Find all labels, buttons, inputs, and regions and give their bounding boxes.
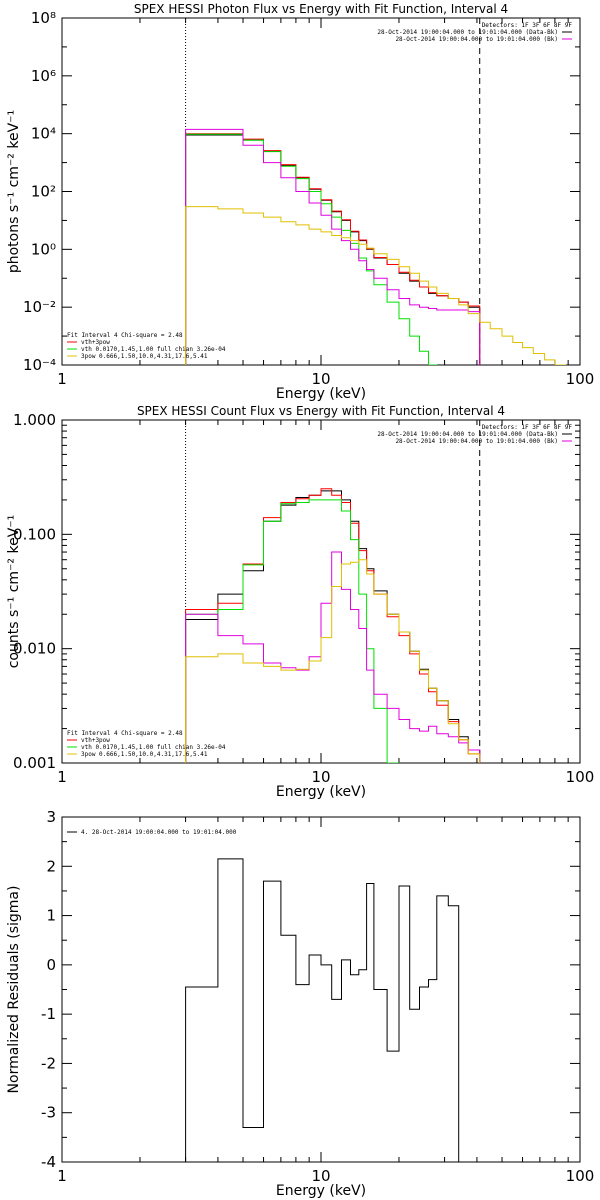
plot-frame <box>61 419 581 764</box>
y-tick-label: 10⁻² <box>23 298 56 316</box>
y-tick-label: 1 <box>46 907 56 925</box>
legend-entry-label: 28-Oct-2014 19:00:04.000 to 19:01:04.000… <box>377 431 558 438</box>
y-tick-label: 3 <box>46 808 56 826</box>
y-tick-label: -4 <box>41 1153 56 1171</box>
legend-entry-label: 28-Oct-2014 19:00:04.000 to 19:01:04.000… <box>395 438 558 445</box>
y-tick-label: 0.100 <box>13 525 56 543</box>
legend-entry-label: vth+3pow <box>81 339 110 346</box>
series-line <box>185 499 400 763</box>
chart-title: SPEX HESSI Photon Flux vs Energy with Fi… <box>134 2 508 16</box>
x-tick-label: 10 <box>311 1167 330 1185</box>
y-tick-label: 0.010 <box>13 640 56 658</box>
x-axis-label: Energy (keV) <box>276 784 366 800</box>
y-tick-label: -1 <box>41 1005 56 1023</box>
y-tick-label: 10² <box>31 183 56 201</box>
series-line <box>185 559 481 763</box>
x-tick-label: 100 <box>566 1167 595 1185</box>
y-tick-label: 0 <box>46 956 56 974</box>
legend-entry-label: 28-Oct-2014 19:00:04.000 to 19:01:04.000… <box>395 36 558 43</box>
y-tick-label: 1.000 <box>13 411 56 429</box>
series-line <box>185 858 460 1162</box>
series-line <box>185 133 481 365</box>
series-line <box>185 488 481 763</box>
y-tick-label: 10⁻⁴ <box>23 356 56 374</box>
fit-header: Fit Interval 4 Chi-square = 2.48 <box>67 730 183 737</box>
x-tick-label: 100 <box>566 370 595 388</box>
chart-panel-residuals: 1 10 100 Energy (keV) -4 -3 -2 -1 0 1 2 3 Normalized… <box>6 808 594 1199</box>
legend-entry-label: vth+3pow <box>81 737 110 744</box>
y-tick-label: 10⁶ <box>31 67 56 85</box>
legend-entry-label: vth 0.0170,1.45,1.00 full chian 3.26e-04 <box>81 346 226 353</box>
detectors-label: Detectors: 1F 3F 6F 8F 9F <box>482 424 573 431</box>
legend-entry-label: 28-Oct-2014 19:00:04.000 to 19:01:04.000… <box>377 29 558 36</box>
x-tick-label: 1 <box>57 370 67 388</box>
chart-title: SPEX HESSI Count Flux vs Energy with Fit… <box>137 404 505 418</box>
series-line <box>185 490 481 763</box>
legend-entry-label: 4. 28-Oct-2014 19:00:04.000 to 19:01:04.… <box>81 829 237 836</box>
y-tick-label: 10⁴ <box>31 125 56 143</box>
x-tick-label: 1 <box>57 1167 67 1185</box>
series-line <box>185 134 481 365</box>
y-tick-label: 10⁰ <box>31 240 56 258</box>
y-axis-label: Normalized Residuals (sigma) <box>6 886 22 1094</box>
x-tick-label: 10 <box>311 370 330 388</box>
x-tick-label: 100 <box>566 768 595 786</box>
series-line <box>185 206 567 365</box>
series-line <box>185 128 481 365</box>
legend-entry-label: vth 0.0170,1.45,1.00 full chian 3.26e-04 <box>81 744 226 751</box>
y-tick-label: 2 <box>46 857 56 875</box>
series-line <box>185 133 438 365</box>
x-axis-label: Energy (keV) <box>276 386 366 402</box>
legend-entry-label: 3pow 0.666,1.50,10.0,4.31,17.6,5.41 <box>81 353 208 360</box>
y-axis-label: photons s⁻¹ cm⁻² keV⁻¹ <box>6 110 22 273</box>
series-line <box>185 551 481 763</box>
y-axis-label: counts s⁻¹ cm⁻² keV⁻¹ <box>6 515 22 669</box>
chart-panel-photon_flux: 1 10 100 Energy (keV) 10⁻⁴ 10⁻² 10⁰ 10² 10⁴ 10⁶ 10… <box>6 2 594 402</box>
detectors-label: Detectors: 1F 3F 6F 8F 9F <box>482 22 573 29</box>
chart-panel-count_flux: 1 10 100 Energy (keV) 0.001 0.010 0.100 1.000 co… <box>6 404 594 800</box>
y-tick-label: 10⁸ <box>31 9 56 27</box>
plot-frame <box>61 816 581 1163</box>
x-tick-label: 10 <box>311 768 330 786</box>
y-tick-label: 0.001 <box>13 754 56 772</box>
legend-entry-label: 3pow 0.666,1.50,10.0,4.31,17.6,5.41 <box>81 751 208 758</box>
x-tick-label: 1 <box>57 768 67 786</box>
x-axis-label: Energy (keV) <box>276 1183 366 1199</box>
y-tick-label: -3 <box>41 1104 56 1122</box>
fit-header: Fit Interval 4 Chi-square = 2.48 <box>67 332 183 339</box>
y-tick-label: -2 <box>41 1054 56 1072</box>
